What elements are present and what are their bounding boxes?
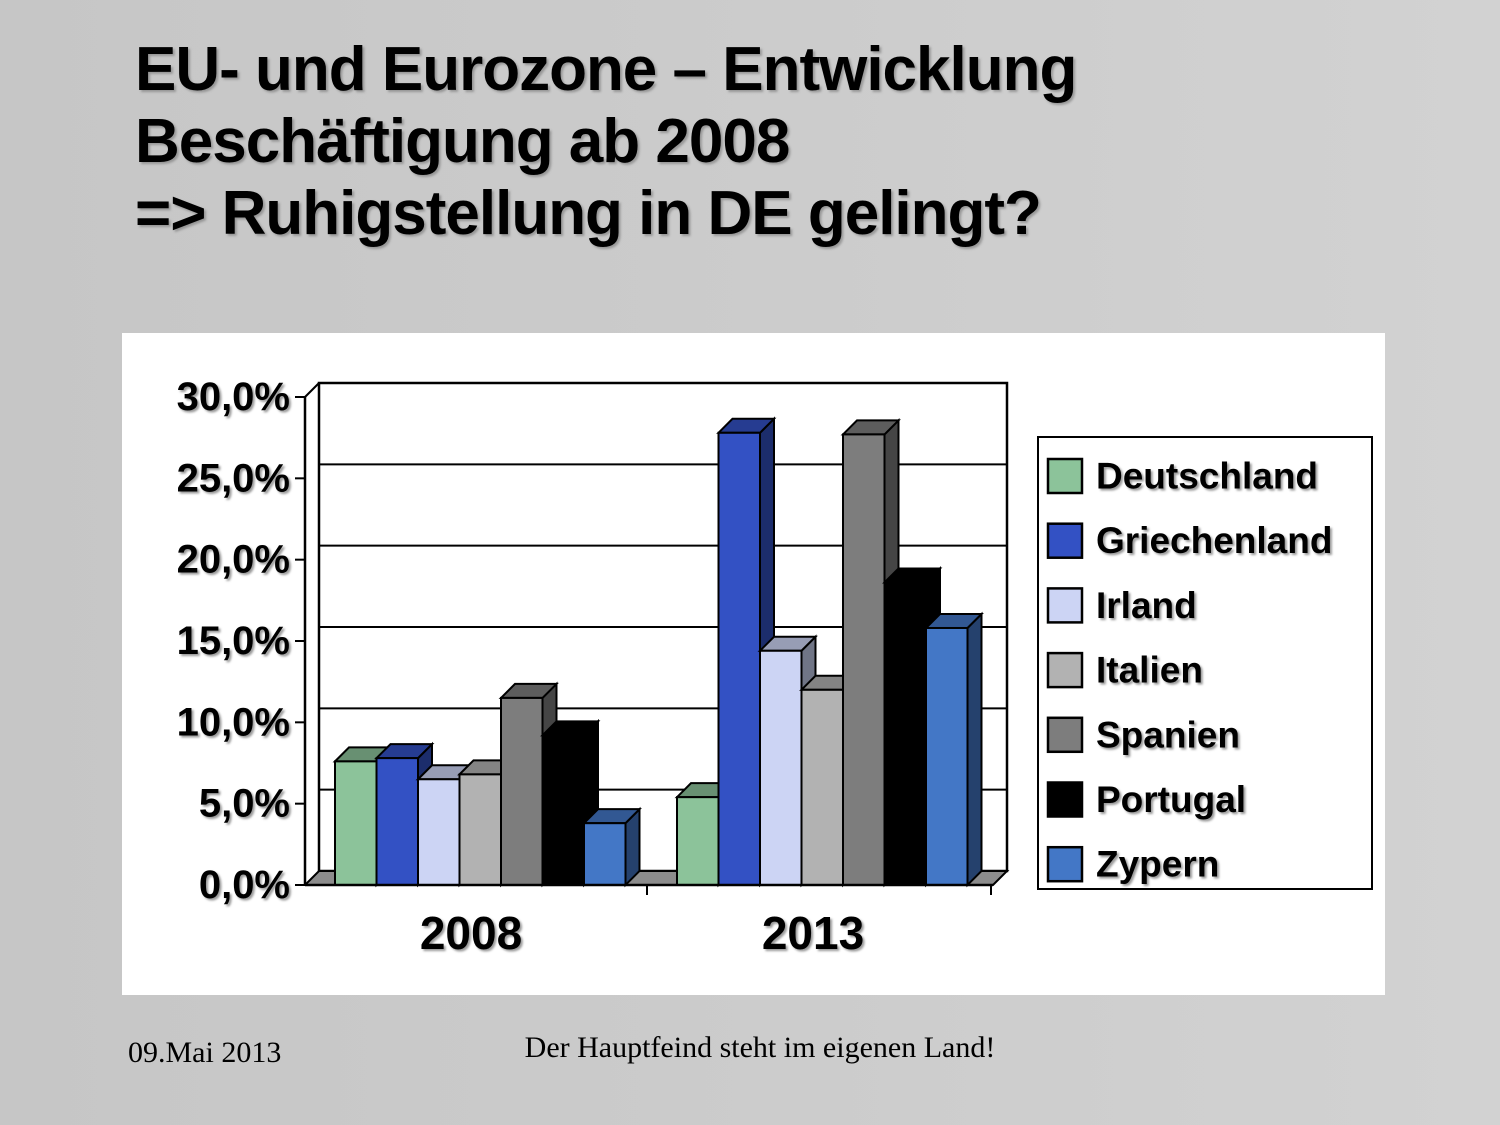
y-tick-label: 0,0% [199, 863, 290, 907]
title-line-1: EU- und Eurozone – Entwicklung [135, 35, 1077, 104]
bar-front-face [500, 696, 544, 886]
legend-entry-Irland: Irland [1046, 585, 1197, 626]
title-line-2: Beschäftigung ab 2008 [135, 107, 790, 176]
legend-label: Irland [1096, 585, 1197, 626]
legend-swatch [1046, 845, 1084, 883]
legend-entry-Griechenland: Griechenland [1046, 520, 1332, 561]
y-tick-label: 5,0% [199, 782, 290, 826]
bar-front-face [458, 773, 502, 886]
legend-entry-Italien: Italien [1046, 650, 1203, 691]
bar-chart: 30,0% 25,0% 20,0% 15,0% 10,0% 5,0% 0,0% 2008 201… [177, 375, 1373, 959]
legend-label: Italien [1096, 650, 1203, 691]
bar-front-face [583, 822, 627, 887]
footer-message: Der Hauptfeind steht im eigenen Land! [524, 1031, 996, 1064]
bar-2008-Zypern [581, 806, 642, 888]
legend-entry-Zypern: Zypern [1046, 844, 1219, 885]
y-tick-label: 30,0% [177, 375, 290, 419]
legend-label: Deutschland [1096, 456, 1318, 497]
bar-front-face [417, 778, 461, 886]
legend-label: Spanien [1096, 714, 1240, 755]
legend-entry-Spanien: Spanien [1046, 714, 1240, 755]
bar-front-face [375, 757, 419, 886]
bar-front-face [676, 796, 720, 886]
legend-swatch [1046, 522, 1084, 559]
bar-2013-Zypern [923, 611, 984, 888]
slide-title: EU- und Eurozone – Entwicklung Beschäfti… [135, 34, 1077, 250]
y-tick-label: 15,0% [177, 619, 290, 663]
bar-front-face [800, 688, 844, 886]
legend-swatch [1046, 587, 1084, 624]
y-tick-label: 25,0% [177, 456, 290, 500]
chart-panel: 30,0% 25,0% 20,0% 15,0% 10,0% 5,0% 0,0% 2008 201… [122, 333, 1385, 995]
legend-label: Portugal [1096, 779, 1246, 820]
legend-label: Zypern [1096, 844, 1219, 885]
legend-label: Griechenland [1096, 520, 1332, 561]
bar-front-face [334, 760, 378, 886]
legend-entry-Deutschland: Deutschland [1046, 456, 1318, 497]
axis-top-connector [304, 382, 320, 398]
legend-swatch [1046, 457, 1084, 495]
bar-front-face [759, 649, 803, 887]
category-label-2008: 2008 [420, 907, 522, 959]
bar-front-face [883, 581, 927, 886]
legend-entry-Portugal: Portugal [1046, 779, 1246, 820]
bar-front-face [842, 433, 886, 886]
bar-side-face [966, 611, 983, 888]
legend-swatch [1046, 781, 1084, 818]
legend-box [1037, 436, 1373, 890]
category-label-2013: 2013 [762, 907, 864, 959]
footer-date: 09.Mai 2013 [128, 1036, 282, 1069]
legend-swatch [1046, 651, 1084, 689]
legend-swatch [1046, 716, 1084, 754]
bar-front-face [717, 431, 761, 887]
y-tick-label: 20,0% [177, 538, 290, 582]
bar-front-face [925, 626, 969, 886]
bar-front-face [541, 734, 585, 887]
y-tick-label: 10,0% [177, 700, 290, 744]
title-line-3: => Ruhigstellung in DE gelingt? [135, 179, 1042, 248]
